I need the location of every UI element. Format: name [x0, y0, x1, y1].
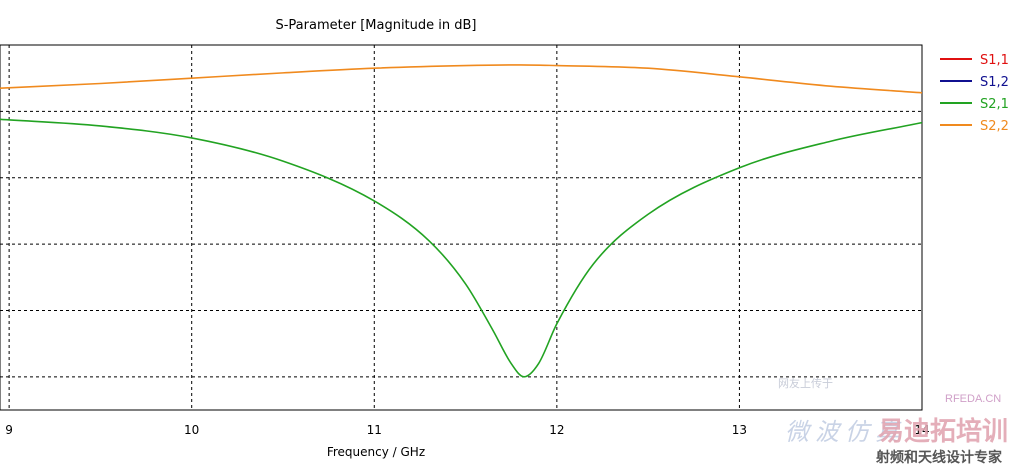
x-axis-label: Frequency / GHz — [327, 445, 425, 459]
x-tick-label: 12 — [549, 423, 564, 437]
series-line-s22 — [0, 64, 923, 94]
legend-label: S2,1 — [980, 97, 1009, 112]
chart-title: S-Parameter [Magnitude in dB] — [275, 18, 476, 33]
x-tick-label: 10 — [184, 423, 199, 437]
legend-label: S1,1 — [980, 53, 1009, 68]
watermark-slogan: 射频和天线设计专家 — [875, 449, 1003, 466]
watermark-faded-brand: 微波仿真 — [785, 418, 905, 446]
legend: S1,1 S1,2 S2,1 S2,2 — [940, 53, 1009, 134]
x-tick-label: 11 — [367, 423, 382, 437]
watermark-site: RFEDA.CN — [945, 393, 1001, 405]
grid-layer — [0, 45, 922, 410]
x-tick-label: 9 — [5, 423, 13, 437]
watermark: 网友上传于 RFEDA.CN 微波仿真 易迪拓培训 射频和天线设计专家 — [778, 376, 1008, 466]
watermark-caption: 网友上传于 — [778, 376, 833, 390]
series-layer — [0, 64, 923, 378]
plot-area — [0, 44, 923, 411]
x-tick-label: 13 — [732, 423, 747, 437]
watermark-brand: 易迪拓培训 — [878, 417, 1008, 447]
legend-label: S2,2 — [980, 119, 1009, 134]
x-tick-label: 14 — [914, 423, 929, 437]
series-line-s21 — [0, 118, 923, 378]
x-axis-ticks: 9 10 11 12 13 14 — [5, 423, 929, 437]
legend-label: S1,2 — [980, 75, 1009, 90]
plot-frame — [0, 44, 923, 411]
